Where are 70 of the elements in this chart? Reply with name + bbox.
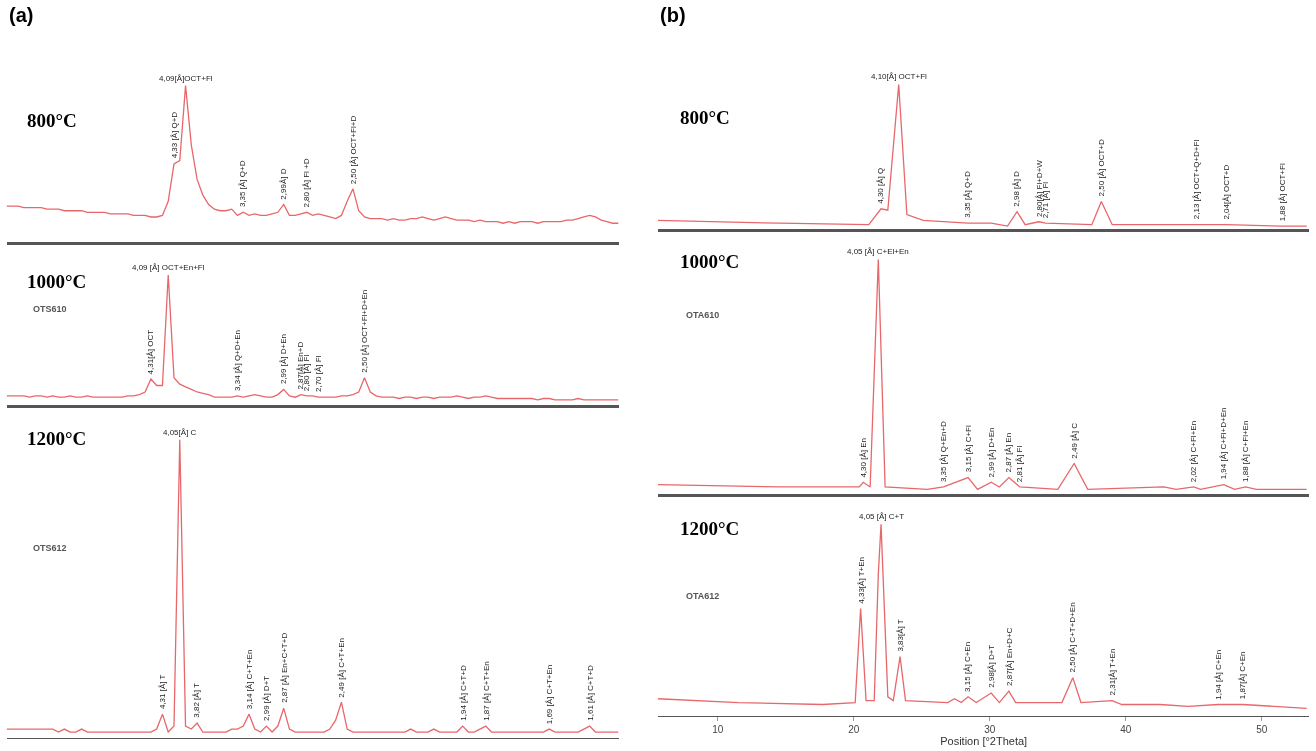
annotation: 800°C [27, 110, 77, 131]
annotation: 1,94 [Å] C+En [1213, 649, 1223, 700]
annotation: 800°C [680, 107, 730, 128]
x-tick-label: 40 [1120, 724, 1132, 735]
annotation: 4,30 [Å] En [859, 438, 869, 478]
annotation: OTA610 [686, 310, 720, 320]
annotation: 3,14 [Å] C+T+En [244, 649, 254, 710]
annotation: 1,94 [Å] C+T+D [458, 664, 468, 721]
annotation: 4,31[Å] OCT [146, 329, 156, 375]
annotation: 4,05[Å] C [163, 428, 197, 437]
annotation: 2,49 [Å] C [1069, 422, 1079, 459]
annotation: 2,87 [Å] En+C+T+D [279, 632, 289, 703]
annotation: 4,09[Å]OCT+Fl [159, 74, 213, 83]
x-tick-label: 50 [1256, 724, 1268, 735]
annotation: 3,15 [Å] C+En [963, 641, 973, 692]
annotation: 4,05 [Å] C+El+En [847, 247, 909, 256]
annotation: 2,31[Å] T+En [1108, 648, 1118, 696]
annotation: 2,99 [Å] D+En [986, 427, 996, 478]
annotation: 3,34 [Å] Q+D+En [233, 329, 243, 391]
annotation: 1,94 [Å] C+Fl+D+En [1219, 407, 1229, 480]
annotation: OTS612 [33, 543, 67, 553]
annotation: 1200°C [680, 518, 740, 539]
annotation: 1000°C [680, 251, 740, 272]
annotation: 4,10[Å] OCT+Fl [871, 72, 928, 81]
annotation: 2,50 [Å] OCT+D [1097, 139, 1107, 197]
annotation: 3,15 [Å] C+Fl [963, 425, 973, 473]
annotation: 2,80 [Å] Fl +D [301, 158, 311, 208]
annotation: 4,05 [Å] C+T [859, 512, 905, 521]
annotation: 2,87[Å] En+D+C [1004, 627, 1014, 686]
annotation: 2,98 [Å] D [1012, 170, 1022, 207]
annotation: OTS610 [33, 304, 67, 314]
annotation: 4,31 [Å] T [157, 674, 167, 710]
annotation: 1,88 [Å] OCT+Fl [1278, 163, 1288, 222]
annotation: 1,87[Å] C+En [1238, 651, 1248, 700]
annotation: 2,81 [Å] Fl [1015, 445, 1025, 483]
annotation: 2,02 [Å] C+Fl+En [1189, 420, 1199, 483]
annotation: OTA612 [686, 591, 720, 601]
annotation: 2,99 [Å] D+T [261, 675, 271, 721]
annotation: 1,69 [Å] C+T+En [545, 664, 555, 725]
x-axis-title: Position [°2Theta] [940, 735, 1028, 747]
annotation: 3,35 [Å] Q+D [238, 160, 248, 208]
annotation: 3,35 [Å] Q+En+D [939, 420, 949, 483]
annotation: 2,87 [Å] En [1004, 432, 1014, 473]
annotation: 2,49 [Å] C+T+En [337, 638, 347, 698]
annotation: 2,13 [Å] OCT+Q+D+Fl [1191, 139, 1201, 220]
annotation: 3,82 [Å] T [192, 683, 202, 718]
annotation: 4,09 [Å] OCT+En+Fl [132, 263, 205, 272]
annotation: 2,70 [Å] Fl [313, 355, 323, 393]
annotation: 1,61 [Å] C+T+D [585, 664, 595, 721]
annotation: 3,83[Å] T [895, 619, 905, 652]
annotation: 3,35 [Å] Q+D [963, 171, 973, 218]
chart-title: (b) [660, 4, 686, 26]
annotation: 1000°C [27, 271, 87, 292]
chart-title: (a) [9, 4, 34, 26]
annotation: 4,30 [Å] Q [876, 167, 886, 204]
annotation: 1,88 [Å] C+Fl+En [1241, 420, 1251, 482]
annotation: 2,98[Å] D+T [986, 644, 996, 688]
annotation: 2,04[Å] OCT+D [1222, 164, 1232, 220]
x-tick-label: 30 [984, 724, 996, 735]
annotation: 1,87 [Å] C+T+En [481, 661, 491, 721]
annotation: 1200°C [27, 428, 87, 449]
annotation: 2,99 [Å] D+En [279, 334, 289, 385]
annotation: 2,50 [Å] OCT+Fl+D [348, 115, 358, 185]
x-tick-label: 20 [848, 724, 860, 735]
annotation: 2,50 [Å] C+T+D+En [1068, 602, 1078, 673]
x-tick-label: 10 [712, 724, 724, 735]
annotation: 2,99Å] D [278, 168, 288, 200]
annotation: 2,50 [Å] OCT+Fl+D+En [360, 289, 370, 373]
annotation: 4,33[Å] T+En [856, 556, 866, 604]
annotation: 4,33 [Å] Q+D [169, 111, 179, 159]
